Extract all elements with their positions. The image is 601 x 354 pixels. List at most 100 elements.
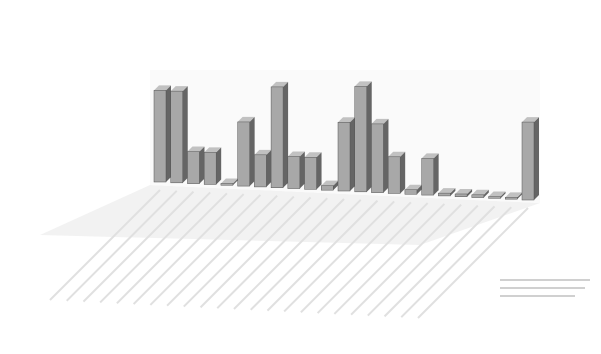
bar-top: [321, 180, 339, 186]
bar-side: [517, 192, 523, 200]
bar-front: [371, 123, 384, 193]
category-label-stroke: [417, 207, 529, 319]
bar-front: [521, 121, 535, 201]
bar-side: [249, 116, 255, 187]
category-label-stroke: [199, 196, 312, 309]
category-label-stroke: [300, 201, 412, 313]
bar-side: [166, 85, 171, 182]
bar: [354, 81, 372, 193]
bar-side: [400, 151, 406, 194]
bar-top: [404, 184, 422, 190]
bar: [471, 189, 489, 198]
category-label-stroke: [183, 195, 295, 308]
bar-front: [421, 158, 434, 196]
bar: [237, 116, 255, 187]
bar: [270, 81, 289, 188]
bar-top: [471, 189, 489, 195]
bar-top: [354, 81, 372, 87]
bar-front: [438, 192, 451, 197]
bar: [254, 149, 272, 188]
bar-top: [338, 117, 355, 123]
category-label-stroke: [350, 204, 462, 316]
category-label-stroke: [149, 194, 262, 306]
bar-front: [287, 156, 301, 189]
bar: [438, 188, 456, 197]
bar-side: [216, 147, 222, 185]
bar-front: [337, 122, 351, 192]
bar-front: [304, 157, 317, 190]
bar-front: [505, 197, 518, 200]
bar-side: [383, 118, 389, 193]
bar-side: [416, 184, 422, 195]
category-label-stroke: [216, 197, 328, 309]
bar-side: [483, 189, 489, 198]
bar: [454, 188, 473, 197]
bar-top: [220, 178, 238, 184]
bar-side: [299, 151, 305, 189]
bar-front: [254, 154, 267, 188]
bar-front: [170, 90, 183, 184]
bar-side: [266, 149, 272, 187]
category-label-stroke: [250, 199, 362, 311]
bar: [304, 152, 322, 190]
category-label-stroke: [116, 192, 228, 304]
bar-front: [153, 90, 167, 183]
bar: [203, 147, 222, 185]
category-label-stroke: [316, 202, 429, 314]
bar: [521, 117, 539, 201]
category-label-stroke: [367, 204, 479, 317]
category-label-stroke: [66, 190, 178, 302]
bar-front: [321, 185, 334, 191]
category-label-stroke: [49, 189, 161, 301]
bar-top: [154, 85, 171, 91]
bar: [404, 184, 422, 195]
bar-side: [316, 152, 322, 190]
bar: [488, 191, 506, 199]
category-label-stroke: [99, 191, 211, 304]
bar-front: [220, 183, 234, 186]
bar-front: [404, 189, 418, 195]
bar-side: [283, 81, 289, 188]
category-label-stroke: [400, 206, 512, 318]
bar-side: [500, 191, 506, 199]
bar-front: [387, 156, 401, 194]
bar: [220, 178, 238, 186]
bar-top: [271, 81, 289, 87]
bar: [387, 151, 406, 194]
category-label-stroke: [233, 198, 345, 310]
bar-side: [534, 117, 539, 200]
bar-top: [170, 86, 188, 92]
category-label-stroke: [82, 190, 195, 303]
bar-side: [467, 188, 473, 197]
bar-top: [388, 151, 406, 157]
bar-top: [187, 146, 205, 152]
category-label-stroke: [166, 195, 278, 307]
bar-top: [287, 151, 305, 157]
bar-front: [187, 151, 200, 184]
bar-top: [505, 192, 523, 198]
category-label-stroke: [283, 200, 395, 313]
bar: [321, 180, 339, 191]
bar: [287, 151, 305, 189]
bar-side: [366, 81, 372, 192]
bar-top: [371, 118, 389, 124]
bar-top: [438, 188, 456, 194]
legend: [500, 279, 590, 297]
bar-top: [304, 152, 322, 158]
bar-side: [182, 86, 188, 183]
bar-top: [204, 147, 222, 153]
bar-front: [237, 121, 250, 187]
bar-top: [237, 116, 255, 122]
bar: [187, 146, 205, 184]
bar-side: [450, 188, 456, 196]
category-label-stroke: [383, 205, 496, 318]
bar-front: [270, 86, 284, 188]
bar-front: [354, 86, 367, 193]
bar-front: [454, 193, 468, 197]
bar: [337, 117, 355, 192]
category-label-stroke: [266, 199, 379, 312]
bar-top: [455, 188, 473, 194]
bar-side: [333, 180, 339, 191]
bar-side: [232, 178, 238, 186]
